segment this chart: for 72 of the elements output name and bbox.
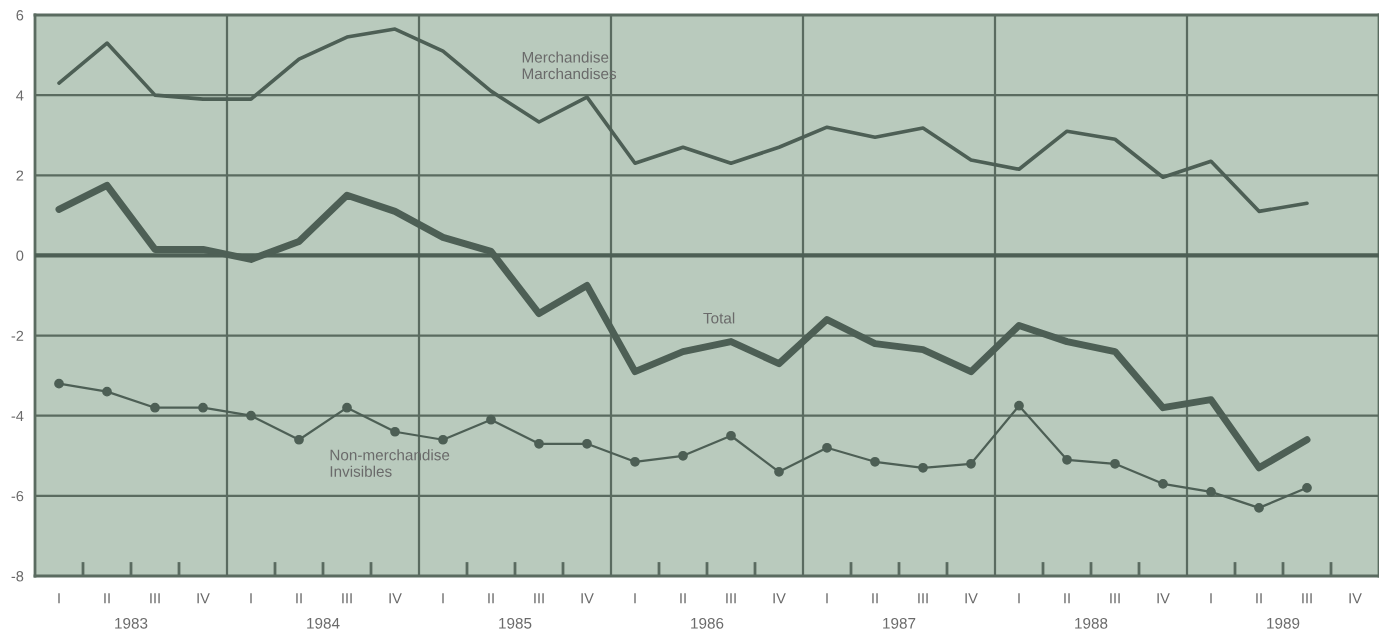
x-tick-label: IV <box>773 593 786 604</box>
text: 1985 <box>499 617 532 629</box>
text: 1989 <box>1267 617 1300 629</box>
y-tick-label: -2 <box>11 330 24 341</box>
x-tick-label: I <box>442 593 444 604</box>
x-tick-label: II <box>680 593 686 604</box>
y-tick-label: 6 <box>16 10 24 21</box>
y-tick-label: -8 <box>11 571 24 582</box>
text: 1983 <box>115 617 148 629</box>
series-label: Total <box>703 312 735 324</box>
x-tick-label: I <box>634 593 636 604</box>
y-tick-label: 4 <box>16 90 24 101</box>
point <box>1302 482 1312 493</box>
x-tick-label: III <box>726 593 736 604</box>
x-tick-label: IV <box>965 593 978 604</box>
point <box>1014 400 1024 411</box>
point <box>870 456 880 467</box>
x-tick-label: III <box>1302 593 1312 604</box>
y-tick-label: 2 <box>16 170 24 181</box>
text: 1987 <box>883 617 916 629</box>
point <box>630 456 640 467</box>
point <box>1062 454 1072 465</box>
x-tick-label: III <box>342 593 352 604</box>
point <box>822 442 832 453</box>
point <box>438 434 448 445</box>
point <box>246 410 256 421</box>
y-tick-label: 0 <box>16 250 24 261</box>
x-tick-label: II <box>1256 593 1262 604</box>
x-tick-label: II <box>296 593 302 604</box>
point <box>198 402 208 413</box>
point <box>1254 503 1264 513</box>
x-tick-label: III <box>1110 593 1120 604</box>
text: 1984 <box>307 617 340 629</box>
point <box>918 462 928 473</box>
y-tick-label: -4 <box>11 410 24 421</box>
text: 1986 <box>691 617 724 629</box>
x-tick-label: II <box>1064 593 1070 604</box>
x-tick-label: I <box>1018 593 1020 604</box>
line-series <box>57 27 1309 214</box>
x-tick-label: II <box>488 593 494 604</box>
point <box>486 414 496 425</box>
point <box>294 434 304 445</box>
point <box>678 450 688 461</box>
x-tick-label: IV <box>1349 593 1362 604</box>
x-tick-label: I <box>58 593 60 604</box>
x-tick-label: I <box>1210 593 1212 604</box>
x-tick-label: IV <box>389 593 402 604</box>
x-tick-label: I <box>250 593 252 604</box>
x-tick-label: II <box>872 593 878 604</box>
x-tick-label: III <box>150 593 160 604</box>
point <box>726 430 736 441</box>
y-tick-label: -6 <box>11 490 24 502</box>
point <box>1206 486 1216 497</box>
point <box>1110 458 1120 469</box>
point <box>1158 478 1168 489</box>
point <box>390 426 400 437</box>
x-tick-label: II <box>104 593 110 604</box>
x-tick-label: IV <box>581 593 594 604</box>
point <box>774 466 784 477</box>
x-tick-label: III <box>918 593 928 604</box>
point <box>582 438 592 449</box>
x-tick-label: III <box>534 593 544 604</box>
x-tick-label: IV <box>1157 593 1170 604</box>
point <box>534 438 544 449</box>
point <box>966 458 976 469</box>
x-tick-label: I <box>826 593 828 604</box>
point <box>150 402 160 413</box>
text: 1988 <box>1075 617 1108 629</box>
point <box>342 402 352 413</box>
point <box>54 378 64 389</box>
point <box>102 386 112 397</box>
x-tick-label: IV <box>197 593 210 604</box>
